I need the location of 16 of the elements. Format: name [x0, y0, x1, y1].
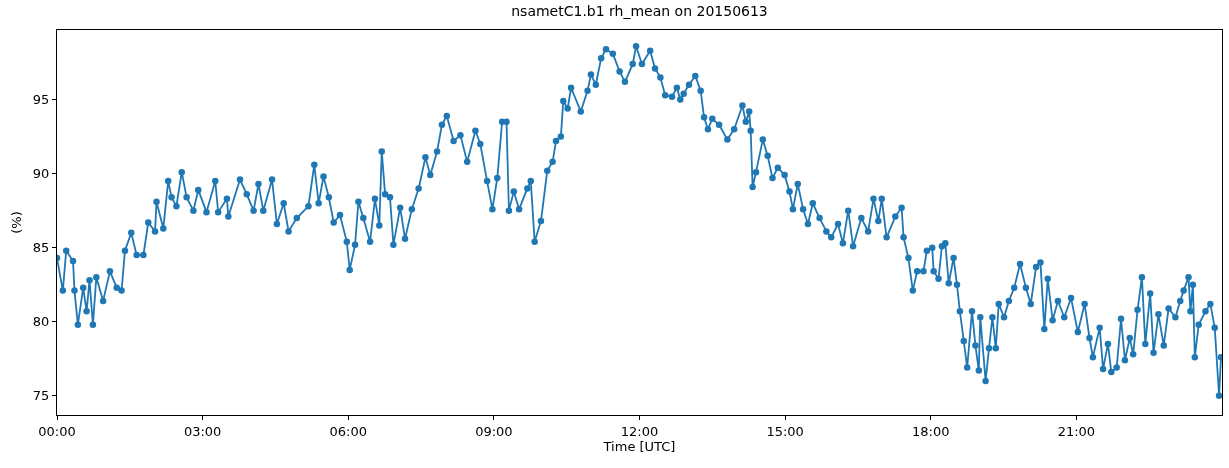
y-tick-label: 75: [32, 388, 50, 404]
x-tick-label: 21:00: [1057, 423, 1096, 439]
x-tick-label: 09:00: [475, 423, 513, 439]
chart-title: nsametC1.b1 rh_mean on 20150613: [511, 2, 768, 19]
y-tick-label: 90: [32, 166, 50, 182]
x-tick-label: 06:00: [329, 423, 367, 439]
y-tick-label: 80: [32, 314, 50, 330]
x-tick-label: 15:00: [766, 423, 804, 439]
x-tick-label: 12:00: [620, 423, 659, 439]
y-axis-title: (%): [8, 211, 24, 234]
x-axis-title: Time [UTC]: [602, 439, 676, 455]
x-tick-label: 00:00: [38, 423, 76, 439]
y-tick-label: 85: [32, 240, 50, 256]
x-tick-label: 03:00: [183, 423, 222, 439]
x-tick-label: 18:00: [912, 423, 950, 439]
y-tick-label: 95: [32, 92, 50, 108]
